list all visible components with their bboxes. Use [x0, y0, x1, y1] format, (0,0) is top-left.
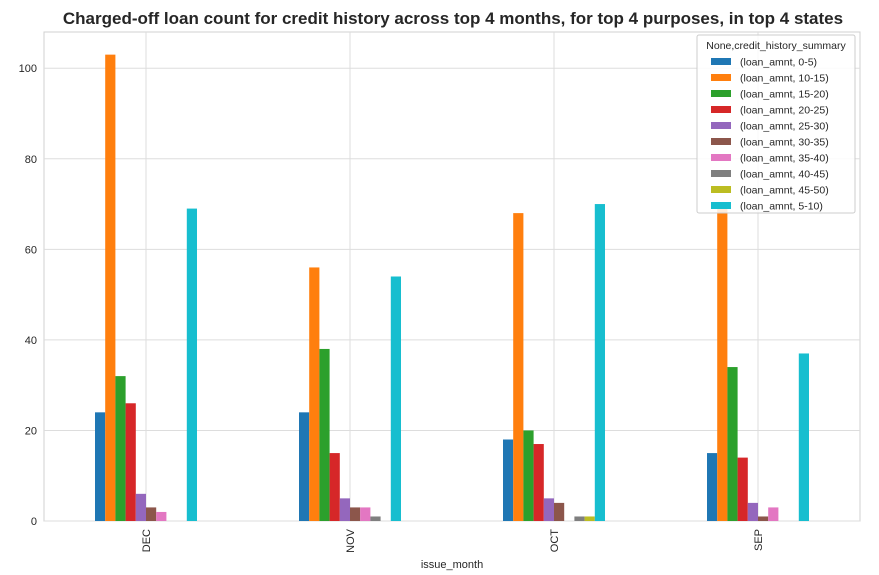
- bar: [574, 516, 585, 521]
- bar: [737, 457, 748, 521]
- legend-swatch: [711, 122, 731, 129]
- bar: [554, 502, 565, 521]
- bar: [758, 516, 769, 521]
- legend-entry: (loan_amnt, 20-25): [740, 105, 829, 117]
- legend-swatch: [711, 170, 731, 177]
- x-axis: DEC NOV OCT SEP: [141, 528, 765, 553]
- y-tick-label: 80: [25, 154, 37, 166]
- legend-entry: (loan_amnt, 40-45): [740, 169, 829, 181]
- legend-swatch: [711, 90, 731, 97]
- legend-swatch: [711, 58, 731, 65]
- y-tick-label: 20: [25, 425, 37, 437]
- legend-entry: (loan_amnt, 0-5): [740, 57, 817, 69]
- bar: [156, 511, 167, 521]
- bar: [707, 453, 718, 521]
- bar: [513, 213, 524, 521]
- bar: [309, 267, 320, 521]
- bar: [798, 353, 809, 521]
- legend-box: [696, 34, 856, 214]
- legend-swatch: [711, 186, 731, 193]
- legend-entry: (loan_amnt, 5-10): [740, 201, 823, 213]
- bar: [115, 376, 126, 521]
- legend-entry: (loan_amnt, 45-50): [740, 185, 829, 197]
- bar: [717, 208, 728, 522]
- legend-swatch: [711, 154, 731, 161]
- bar: [768, 507, 779, 521]
- bar: [135, 493, 146, 521]
- x-tick-label: DEC: [141, 529, 153, 552]
- bar: [370, 516, 381, 521]
- bar: [594, 204, 605, 522]
- x-tick-label: NOV: [345, 528, 357, 553]
- legend-swatch: [711, 106, 731, 113]
- y-axis: 0 20 40 60 80 100: [19, 63, 37, 528]
- bar: [390, 276, 401, 521]
- bar: [319, 348, 330, 521]
- legend-entry: (loan_amnt, 15-20): [740, 89, 829, 101]
- bar: [584, 516, 595, 521]
- bar: [543, 498, 554, 521]
- x-tick-label: OCT: [549, 529, 561, 553]
- legend-swatch: [711, 74, 731, 81]
- bar: [339, 498, 350, 521]
- bar: [146, 507, 157, 521]
- legend-entry: (loan_amnt, 10-15): [740, 73, 829, 85]
- y-tick-label: 100: [19, 63, 37, 75]
- y-tick-label: 0: [31, 516, 37, 528]
- legend-swatch: [711, 202, 731, 209]
- y-tick-label: 60: [25, 244, 37, 256]
- legend-entry: (loan_amnt, 25-30): [740, 121, 829, 133]
- bar: [105, 54, 116, 522]
- bar: [727, 367, 738, 521]
- bars: [95, 54, 809, 522]
- bar: [503, 439, 514, 521]
- y-tick-label: 40: [25, 335, 37, 347]
- x-axis-label: issue_month: [421, 559, 483, 571]
- legend-swatch: [711, 138, 731, 145]
- chart-title: Charged-off loan count for credit histor…: [63, 9, 843, 28]
- bar: [360, 507, 371, 521]
- bar: [95, 412, 106, 521]
- legend-entry: (loan_amnt, 30-35): [740, 137, 829, 149]
- bar: [125, 403, 136, 521]
- legend: None,credit_history_summary (loan_amnt, …: [696, 34, 856, 214]
- bar: [186, 208, 197, 522]
- bar: [747, 502, 758, 521]
- bar: [350, 507, 361, 521]
- bar: [329, 453, 340, 521]
- x-tick-label: SEP: [753, 529, 765, 551]
- bar: [523, 430, 534, 521]
- legend-entry: (loan_amnt, 35-40): [740, 153, 829, 165]
- bar: [299, 412, 310, 521]
- bar: [533, 444, 544, 521]
- legend-title: None,credit_history_summary: [706, 40, 846, 52]
